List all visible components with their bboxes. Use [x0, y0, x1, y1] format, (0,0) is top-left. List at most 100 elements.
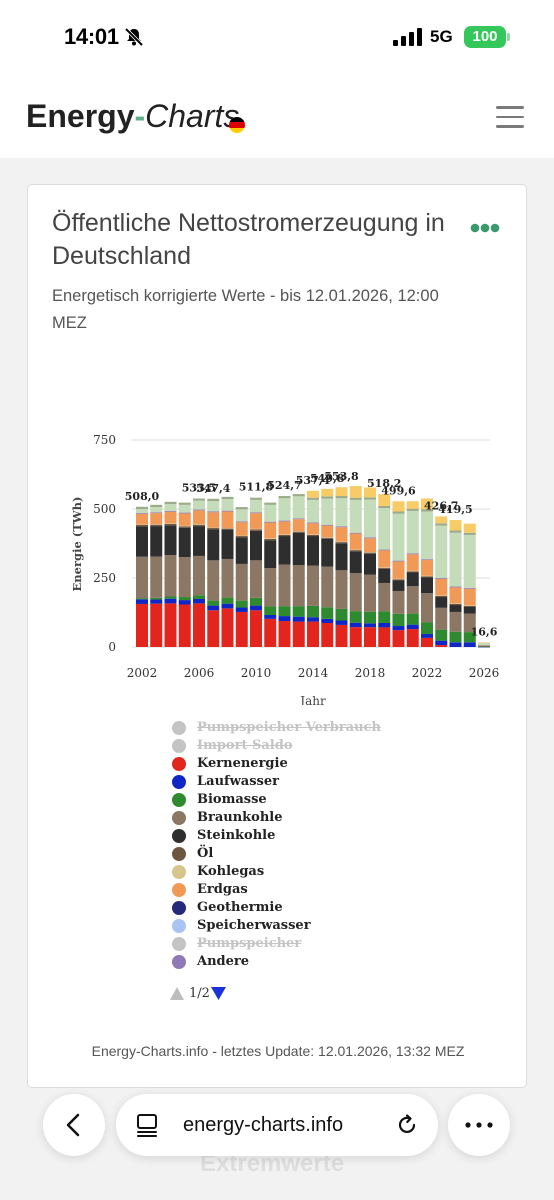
legend-color-dot — [172, 955, 186, 969]
bar-segment — [307, 490, 319, 498]
bar-segment — [178, 513, 191, 526]
pager-down-icon[interactable] — [211, 987, 226, 1000]
bar-segment — [150, 603, 163, 647]
bar-segment — [321, 496, 334, 499]
bar-segment — [250, 529, 262, 531]
legend-color-dot — [172, 793, 186, 807]
bar-segment — [264, 504, 277, 522]
bar-segment — [421, 577, 433, 594]
bar-segment — [207, 528, 220, 530]
bar-segment — [235, 535, 248, 537]
total-data-label: 499,6 — [381, 484, 416, 497]
bar-segment — [235, 563, 248, 601]
bar-segment — [221, 528, 234, 529]
bar-segment — [235, 611, 248, 647]
bar-segment — [164, 555, 177, 597]
bar-segment — [235, 536, 248, 538]
bar-segment — [478, 642, 490, 646]
bar-segment — [321, 488, 334, 497]
bar-segment — [463, 613, 476, 633]
bar-segment — [221, 558, 234, 598]
bar-segment — [364, 553, 376, 575]
bar-segment — [136, 509, 148, 514]
bar-segment — [292, 621, 305, 647]
total-data-label: 16,6 — [471, 625, 498, 638]
bar-segment — [321, 538, 334, 567]
bar-segment — [264, 502, 277, 505]
legend-color-dot — [172, 883, 186, 897]
ellipsis-icon — [465, 1122, 493, 1128]
bar-segment — [150, 599, 163, 604]
x-tick-label: 2002 — [127, 666, 158, 680]
total-data-label: 537,4 — [296, 474, 331, 487]
legend-label: Import Saldo — [197, 738, 293, 753]
legend-label: Andere — [197, 954, 250, 969]
legend-label: Laufwasser — [197, 774, 279, 789]
reader-mode-icon[interactable] — [136, 1113, 158, 1137]
bar-segment — [321, 524, 334, 526]
status-time: 14:01 — [64, 24, 119, 49]
legend-color-dot — [172, 775, 186, 789]
bar-segment — [278, 520, 291, 522]
address-bar[interactable]: energy-charts.info — [116, 1094, 438, 1156]
bell-muted-icon — [124, 27, 144, 47]
bar-segment — [449, 520, 462, 531]
logo-energy: Energy — [26, 98, 135, 134]
bar-segment — [321, 622, 334, 647]
bar-segment — [136, 525, 148, 527]
bar-segment — [435, 523, 448, 526]
more-options-icon[interactable] — [470, 223, 500, 233]
bar-segment — [392, 513, 405, 561]
bar-segment — [178, 600, 191, 605]
bar-segment — [392, 630, 405, 647]
bar-segment — [307, 605, 319, 618]
legend-color-dot — [172, 937, 186, 951]
hamburger-menu-icon[interactable] — [496, 106, 524, 128]
legend-color-dot — [172, 739, 186, 753]
bar-segment — [193, 524, 205, 527]
bar-segment — [235, 521, 248, 523]
card-footer: Energy-Charts.info - letztes Update: 12.… — [91, 1043, 465, 1059]
bar-segment — [449, 587, 462, 604]
bar-segment — [463, 587, 476, 589]
bar-segment — [307, 523, 319, 535]
bar-segment — [250, 530, 262, 561]
bar-segment — [435, 595, 448, 596]
bar-segment — [421, 622, 433, 635]
reload-icon[interactable] — [395, 1113, 419, 1137]
bar-segment — [463, 605, 476, 606]
site-header: Energy-Charts — [0, 76, 554, 158]
back-button[interactable] — [43, 1094, 105, 1156]
bar-segment — [250, 610, 262, 647]
pager-up-icon[interactable] — [170, 987, 184, 1000]
bar-segment — [278, 498, 291, 521]
bar-segment — [349, 551, 362, 574]
bar-segment — [193, 598, 205, 604]
total-data-label: 511,8 — [239, 481, 274, 494]
bar-segment — [221, 528, 234, 530]
chart-subtitle: Energetisch korrigierte Werte - bis 12.0… — [52, 287, 439, 332]
pager-page: 1/2 — [189, 986, 210, 1001]
bar-segment — [150, 556, 163, 598]
bar-segment — [421, 576, 433, 578]
bar-segment — [392, 580, 405, 591]
bar-segment — [150, 513, 163, 525]
bar-segment — [378, 611, 391, 623]
bar-segment — [478, 646, 490, 647]
bar-segment — [292, 616, 305, 622]
bar-segment — [392, 578, 405, 580]
bar-segment — [321, 566, 334, 608]
bar-segment — [406, 510, 419, 554]
bar-segment — [292, 565, 305, 607]
logo[interactable]: Energy-Charts — [26, 98, 239, 135]
bar-segment — [435, 525, 448, 578]
bar-segment — [193, 510, 205, 525]
more-button[interactable] — [448, 1094, 510, 1156]
bar-segment — [449, 586, 462, 588]
bar-segment — [406, 571, 419, 573]
bar-segment — [250, 497, 262, 500]
bar-segment — [349, 497, 362, 500]
bar-segment — [449, 603, 462, 606]
bar-segment — [307, 534, 319, 535]
bar-segment — [406, 629, 419, 647]
